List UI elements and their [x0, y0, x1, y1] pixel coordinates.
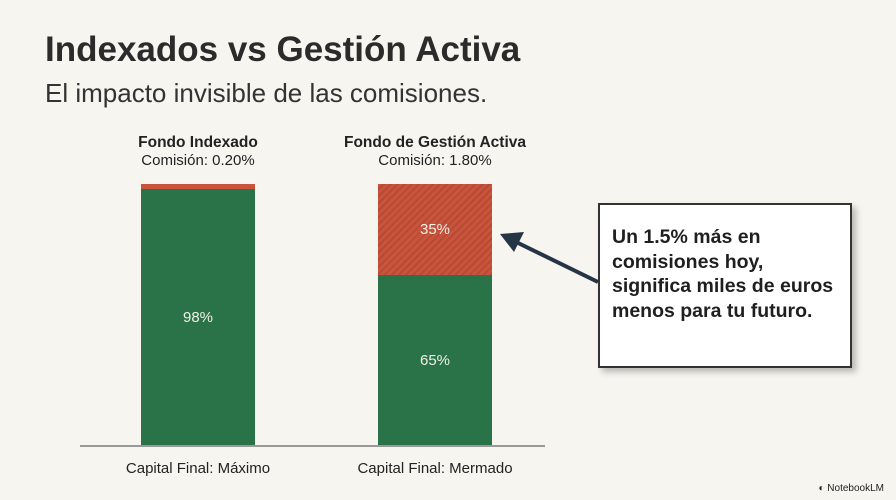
bar-segment-fees: 35% [378, 184, 492, 276]
bar-header-active: Fondo de Gestión Activa Comisión: 1.80% [315, 134, 555, 169]
bar-index: 98% [141, 184, 255, 445]
fee-label: Comisión: 1.80% [378, 152, 492, 169]
category-label: Fondo de Gestión Activa [344, 134, 526, 151]
category-label: Fondo Indexado [138, 134, 258, 151]
slide-subtitle: El impacto invisible de las comisiones. [45, 78, 488, 108]
x-label-index: Capital Final: Máximo [125, 460, 271, 477]
data-label: 65% [419, 351, 451, 369]
bar-active: 65% 35% [378, 184, 492, 445]
x-axis-line [80, 445, 545, 447]
slide-title: Indexados vs Gestión Activa [45, 30, 521, 69]
data-label: 98% [182, 308, 214, 326]
bar-segment-capital: 65% [378, 275, 492, 445]
x-label-active: Capital Final: Mermado [357, 460, 513, 477]
callout-box: Un 1.5% más en comisiones hoy, significa… [598, 203, 852, 368]
notebooklm-logo: ◐ NotebookLM [818, 483, 884, 494]
bar-segment-fees [141, 184, 255, 190]
fee-label: Comisión: 0.20% [141, 152, 255, 169]
brand-label: NotebookLM [827, 483, 884, 494]
bar-segment-capital: 98% [141, 189, 255, 445]
bar-header-index: Fondo Indexado Comisión: 0.20% [78, 134, 318, 169]
data-label: 35% [419, 221, 451, 239]
